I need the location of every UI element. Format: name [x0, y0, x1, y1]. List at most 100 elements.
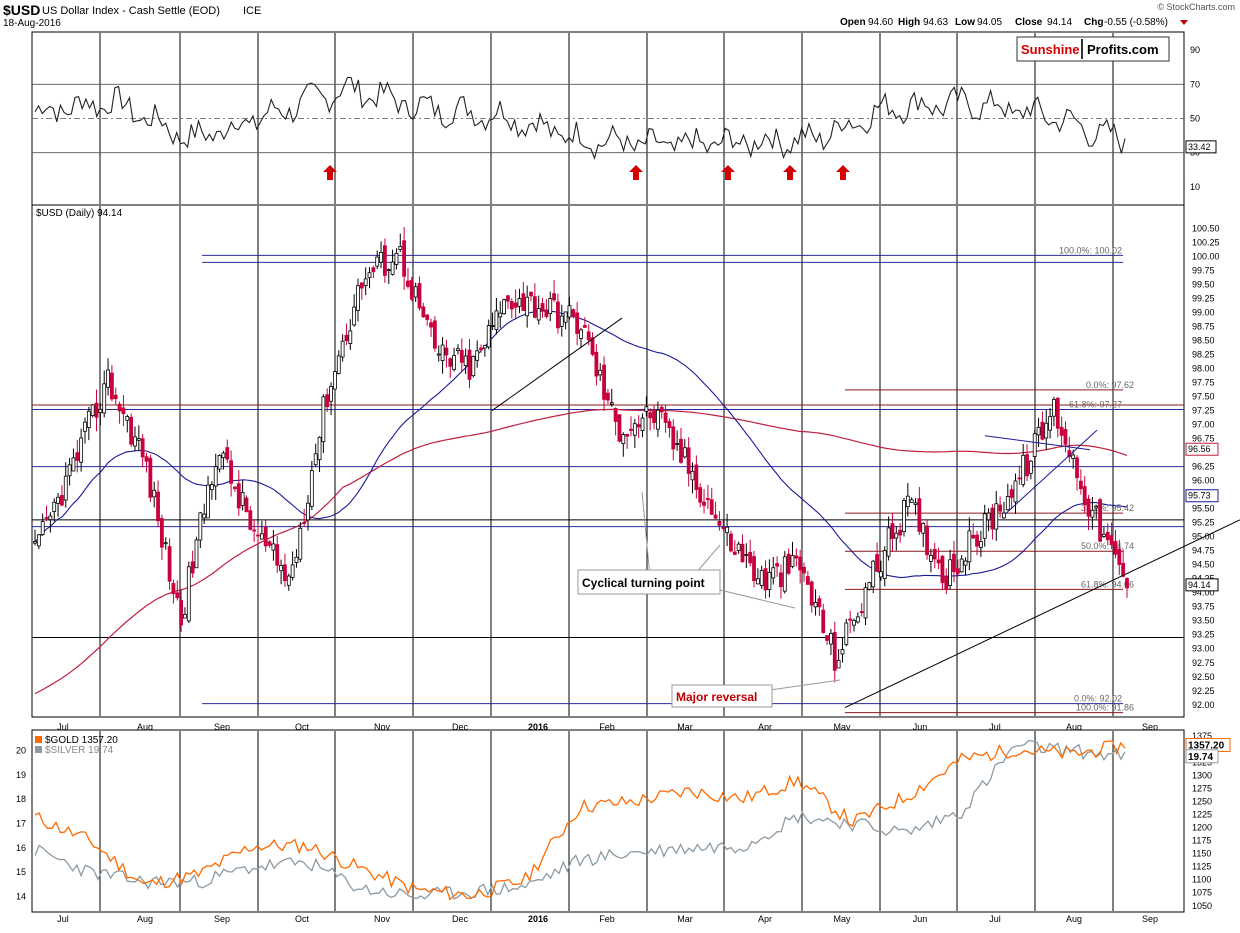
- candle-body: [790, 555, 795, 567]
- candle-body: [594, 351, 599, 377]
- candle-body: [621, 434, 626, 445]
- ma200-tag-box: [1185, 442, 1219, 456]
- candle-body: [452, 355, 457, 370]
- candle-body: [871, 560, 876, 588]
- candle-body: [156, 491, 160, 522]
- rsi-tick-label: 90: [1190, 45, 1200, 55]
- candle-body: [432, 320, 437, 349]
- triangle-lower-line: [1004, 429, 1098, 515]
- metals-x-tick-label: Mar: [677, 914, 693, 924]
- candle-body: [890, 523, 895, 540]
- metals-grid: [99, 731, 1114, 911]
- logo-part2: Profits.com: [1087, 42, 1159, 57]
- candle-body: [1032, 433, 1037, 457]
- trendline: [491, 317, 623, 411]
- candle-body: [163, 542, 168, 545]
- price-panel-title: $USD (Daily) 94.14: [36, 208, 123, 219]
- candle-body: [859, 611, 864, 614]
- candle-body: [1055, 397, 1060, 429]
- candle-body: [75, 452, 80, 461]
- candle-body: [148, 457, 153, 498]
- price-x-tick-label: Dec: [452, 722, 469, 732]
- fib-lower-label: 38.2%: 95.42: [1081, 503, 1134, 513]
- candle-body: [509, 301, 514, 310]
- candle-body: [725, 526, 730, 534]
- candle-body: [436, 353, 441, 356]
- fib-upper-label: 61.8%: 97.27: [1069, 399, 1122, 409]
- candle-body: [771, 567, 776, 579]
- candle-body: [606, 392, 610, 401]
- candle-body: [240, 492, 245, 506]
- candle-body: [959, 558, 964, 573]
- ma200-line: [34, 408, 1128, 695]
- candle-body: [1036, 426, 1041, 436]
- candle-body: [98, 408, 103, 414]
- quote-close: 94.14: [1047, 17, 1072, 28]
- candle-body: [36, 534, 41, 547]
- candle-body: [925, 525, 929, 556]
- metals-x-tick-label: Nov: [374, 914, 391, 924]
- callout-box: [671, 684, 773, 708]
- candle-body: [867, 582, 872, 590]
- candle-body: [482, 345, 487, 349]
- gold-tick-label: 1200: [1192, 823, 1212, 833]
- candle-body: [102, 383, 107, 414]
- candle-body: [740, 543, 745, 563]
- candle-body: [252, 529, 257, 532]
- quote-high-label: High: [898, 17, 920, 28]
- price-x-tick-label: Jul: [989, 722, 1001, 732]
- source-credit: © StockCharts.com: [1157, 2, 1235, 12]
- metals-x-tick-label: Feb: [599, 914, 615, 924]
- metals-x-tick-label: 2016: [528, 914, 548, 924]
- price-tick-label: 100.00: [1192, 251, 1220, 261]
- gold-tick-label: 1050: [1192, 901, 1212, 911]
- price-tick-label: 98.50: [1192, 336, 1215, 346]
- candle-body: [767, 572, 772, 590]
- turning-point-arrow-icon: [783, 165, 797, 180]
- candle-body: [794, 555, 799, 559]
- candle-body: [590, 337, 595, 355]
- candle-body: [894, 532, 899, 539]
- candle-body: [932, 548, 937, 560]
- price-grid: [99, 206, 1114, 716]
- price-x-tick-label: Jun: [913, 722, 928, 732]
- candle-body: [198, 512, 203, 541]
- candle-body: [398, 246, 403, 250]
- price-x-axis: Jul Aug Sep Oct Nov Dec 2016 Feb Mar Apr May Jun Jul…: [57, 722, 1158, 732]
- silver-tick-label: 20: [16, 745, 26, 755]
- candle-body: [971, 534, 976, 539]
- metals-x-tick-label: Jun: [913, 914, 928, 924]
- gold-tick-label: 1125: [1192, 862, 1211, 872]
- candle-body: [879, 571, 883, 578]
- candle-body: [675, 443, 680, 445]
- candle-body: [1017, 477, 1022, 480]
- candle-body: [383, 245, 387, 276]
- candle-body: [609, 402, 614, 405]
- price-tick-label: 96.25: [1192, 462, 1215, 472]
- candle-body: [444, 347, 449, 356]
- candle-body: [325, 394, 330, 408]
- candle-body: [140, 438, 145, 458]
- candle-body: [921, 522, 926, 534]
- candle-body: [736, 543, 741, 551]
- candle-body: [129, 417, 134, 445]
- candle-body: [786, 553, 791, 574]
- metals-x-tick-label: May: [833, 914, 851, 924]
- gold-tick-label: 1100: [1192, 875, 1211, 885]
- logo-frame: [1016, 36, 1170, 62]
- price-tick-label: 93.50: [1192, 616, 1215, 626]
- silver-tick-label: 16: [16, 843, 26, 853]
- candle-body: [71, 457, 76, 472]
- callout-line: [641, 491, 651, 578]
- last-price-tag: 94.14: [1188, 580, 1211, 590]
- candle-body: [955, 568, 960, 574]
- candle-body: [340, 340, 345, 358]
- candle-body: [409, 279, 414, 300]
- metals-x-tick-label: Dec: [452, 914, 469, 924]
- candle-body: [106, 369, 110, 388]
- candle-body: [721, 527, 726, 529]
- candle-body: [709, 499, 714, 515]
- candle-body: [244, 497, 249, 513]
- price-tick-label: 92.25: [1192, 686, 1215, 696]
